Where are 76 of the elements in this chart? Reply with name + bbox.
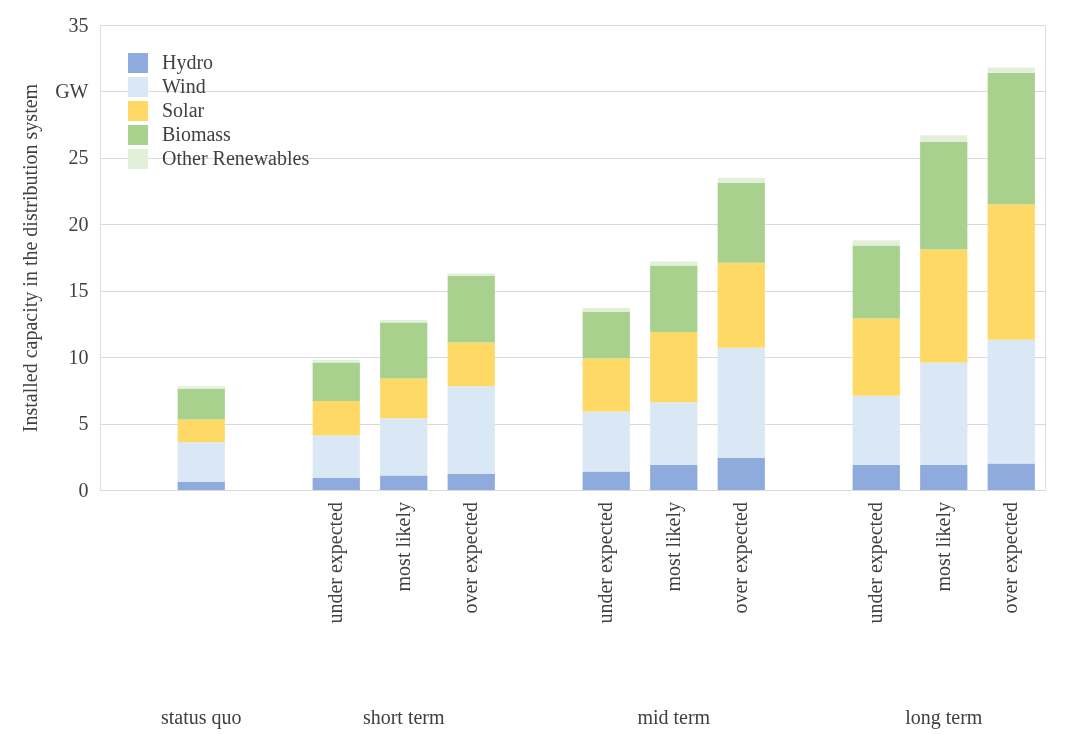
text: short term: [362, 706, 446, 728]
bar: [650, 464, 698, 490]
y-tick-label: 5: [78, 412, 89, 435]
y-tick-label: 35: [68, 13, 89, 36]
bar: [177, 482, 225, 490]
bar: [920, 464, 968, 490]
bar: [852, 318, 900, 396]
x-tick-label: under expected: [864, 502, 888, 624]
bar: [650, 402, 698, 465]
bar: [177, 389, 225, 420]
bar: [312, 400, 360, 436]
bar: [987, 67, 1035, 73]
bar: [380, 322, 428, 379]
bar: [312, 435, 360, 479]
bar: [312, 362, 360, 401]
bar: [582, 471, 630, 490]
bar: [987, 204, 1035, 340]
bar: [447, 342, 495, 387]
y-axis-title: Installed capacity in the distribution system: [19, 83, 43, 433]
x-tick-label: most likely: [661, 502, 685, 592]
bar: [717, 177, 765, 184]
bar: [380, 475, 428, 490]
bar: [177, 386, 225, 390]
text: status quo: [160, 706, 242, 729]
y-tick-label: 25: [68, 146, 89, 169]
bar: [717, 183, 765, 263]
legend-label: Biomass: [162, 123, 232, 145]
bar: [582, 311, 630, 359]
x-tick-label: under expected: [594, 502, 618, 624]
y-tick-label: GW: [55, 79, 89, 102]
bar: [852, 245, 900, 319]
bar: [650, 261, 698, 266]
bar: [582, 307, 630, 312]
bar: [582, 411, 630, 472]
bar: [987, 72, 1035, 205]
text: mid term: [637, 706, 711, 728]
bar: [380, 319, 428, 323]
bar: [380, 418, 428, 476]
bar: [447, 273, 495, 277]
text: long term: [905, 706, 983, 729]
legend-label: Hydro: [162, 51, 214, 74]
bar: [987, 463, 1035, 490]
x-tick-label: over expected: [999, 502, 1023, 614]
bar: [852, 240, 900, 246]
y-tick-label: 20: [68, 212, 89, 235]
bar: [650, 331, 698, 403]
bar: [717, 347, 765, 459]
bar: [380, 378, 428, 419]
x-tick-label: over expected: [729, 502, 753, 614]
bar: [920, 141, 968, 250]
bar: [582, 358, 630, 412]
x-tick-label: most likely: [391, 502, 415, 592]
bar: [852, 464, 900, 490]
bar: [852, 395, 900, 465]
y-tick-label: 10: [68, 345, 89, 368]
x-tick-label: over expected: [459, 502, 483, 614]
bar: [987, 339, 1035, 464]
bar: [312, 478, 360, 490]
bar: [717, 262, 765, 348]
bar: [717, 458, 765, 490]
legend-label: Wind: [162, 75, 206, 97]
bar: [650, 265, 698, 332]
bar: [447, 474, 495, 490]
bar: [177, 442, 225, 483]
legend-label: Solar: [162, 99, 205, 121]
y-tick-label: 0: [78, 478, 89, 501]
bar: [177, 419, 225, 443]
legend-label: Other Renewables: [162, 147, 310, 169]
x-tick-label: under expected: [324, 502, 348, 624]
x-tick-label: most likely: [931, 502, 955, 592]
bar: [447, 276, 495, 343]
bar: [920, 249, 968, 363]
bar: [920, 135, 968, 142]
y-tick-label: 15: [68, 279, 89, 302]
bar: [447, 386, 495, 475]
bar: [920, 362, 968, 465]
